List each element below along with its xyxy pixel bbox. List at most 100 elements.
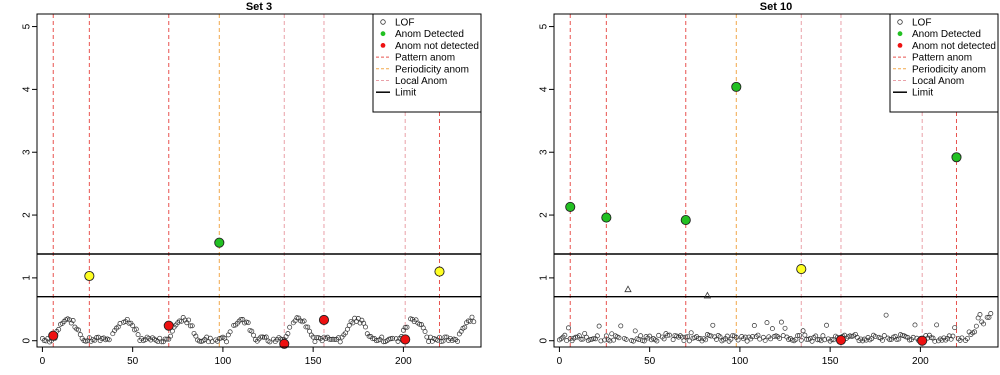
legend-marker-not-detected xyxy=(897,43,903,48)
lof-point xyxy=(83,338,89,344)
lof-point xyxy=(910,334,916,340)
lof-point xyxy=(598,338,604,344)
lof-point xyxy=(388,336,394,342)
lof-point xyxy=(717,334,723,340)
lof-point xyxy=(602,337,607,343)
lof-point xyxy=(314,335,320,340)
lof-point xyxy=(685,334,691,340)
lof-point xyxy=(426,339,432,344)
lof-point xyxy=(665,332,671,338)
anomaly-point-not-detected xyxy=(917,335,928,346)
lof-point xyxy=(455,338,460,344)
lof-point xyxy=(896,336,902,342)
lof-point xyxy=(661,336,667,342)
lof-point xyxy=(70,318,76,323)
lof-point xyxy=(630,338,636,344)
lof-point xyxy=(438,339,444,344)
lof-point xyxy=(713,336,719,342)
x-tick-label: 150 xyxy=(305,356,322,367)
anomaly-point-detected xyxy=(680,215,691,226)
lof-point xyxy=(591,336,597,341)
anomaly-point-yellow xyxy=(796,264,807,275)
lof-point xyxy=(777,335,783,341)
lof-point xyxy=(305,324,311,330)
lof-point xyxy=(130,323,136,329)
lof-point xyxy=(596,323,602,329)
lof-point xyxy=(56,326,62,332)
anomaly-point-detected xyxy=(601,212,612,223)
lof-point xyxy=(587,337,593,343)
lof-point xyxy=(820,333,826,339)
lof-point xyxy=(815,337,820,343)
lof-point xyxy=(887,337,893,343)
lof-point xyxy=(565,325,571,331)
lof-point xyxy=(422,329,428,334)
legend-marker-lof xyxy=(380,19,386,25)
lof-point xyxy=(632,328,638,334)
legend-label: Periodicity anom xyxy=(912,64,986,75)
lof-point xyxy=(379,334,385,340)
lof-point xyxy=(110,331,116,337)
lof-point xyxy=(373,338,379,344)
lof-point xyxy=(822,337,828,343)
lof-point xyxy=(469,314,475,320)
anomaly-point-detected xyxy=(565,201,576,212)
lof-point xyxy=(390,335,396,341)
lof-point xyxy=(986,314,992,320)
lof-point xyxy=(467,318,473,324)
legend-label: LOF xyxy=(395,18,414,29)
y-tick-label: 2 xyxy=(539,212,550,218)
lof-point xyxy=(594,333,600,339)
lof-point xyxy=(872,334,878,340)
lof-point xyxy=(187,323,193,329)
lof-point xyxy=(824,322,829,328)
y-tick-label: 1 xyxy=(22,275,33,281)
lof-point xyxy=(654,338,660,344)
lof-point xyxy=(639,338,645,344)
lof-point xyxy=(578,336,584,342)
lof-point xyxy=(883,312,889,318)
y-tick-label: 0 xyxy=(22,337,33,343)
lof-point xyxy=(106,337,112,343)
x-tick-label: 100 xyxy=(732,356,749,367)
lof-point xyxy=(562,332,568,338)
lof-point xyxy=(177,318,183,324)
lof-point xyxy=(346,322,352,328)
lof-point xyxy=(609,331,615,337)
lof-point xyxy=(782,325,788,331)
lof-point xyxy=(328,337,334,342)
y-tick-label: 4 xyxy=(539,86,550,92)
lof-point xyxy=(755,332,761,338)
legend-label: Anom Detected xyxy=(395,29,464,40)
lof-point xyxy=(294,315,300,321)
chart-title: Set 10 xyxy=(760,1,792,13)
anomaly-point-not-detected xyxy=(48,330,59,341)
lof-point xyxy=(159,339,164,345)
lof-point xyxy=(287,324,293,330)
lof-point xyxy=(972,329,977,335)
lof-point xyxy=(124,316,130,322)
lof-point xyxy=(135,332,141,338)
x-tick-label: 200 xyxy=(912,356,929,367)
lof-point xyxy=(797,332,802,338)
legend-label: Limit xyxy=(912,88,933,99)
lof-point xyxy=(312,339,318,345)
lof-point xyxy=(800,328,806,334)
lof-point xyxy=(189,323,195,329)
lof-point xyxy=(462,324,468,330)
lof-point xyxy=(337,339,343,345)
lof-point xyxy=(764,320,770,326)
legend-label: Local Anom xyxy=(395,76,447,87)
legend-label: Pattern anom xyxy=(912,53,972,64)
legend-label: Pattern anom xyxy=(395,53,455,64)
lof-point xyxy=(301,318,307,324)
legend-label: Anom not detected xyxy=(395,41,479,52)
legend-marker-detected xyxy=(897,31,903,37)
lof-point xyxy=(670,337,676,343)
lof-point xyxy=(437,334,442,340)
lof-point xyxy=(762,338,768,343)
x-tick-label: 50 xyxy=(644,356,656,367)
